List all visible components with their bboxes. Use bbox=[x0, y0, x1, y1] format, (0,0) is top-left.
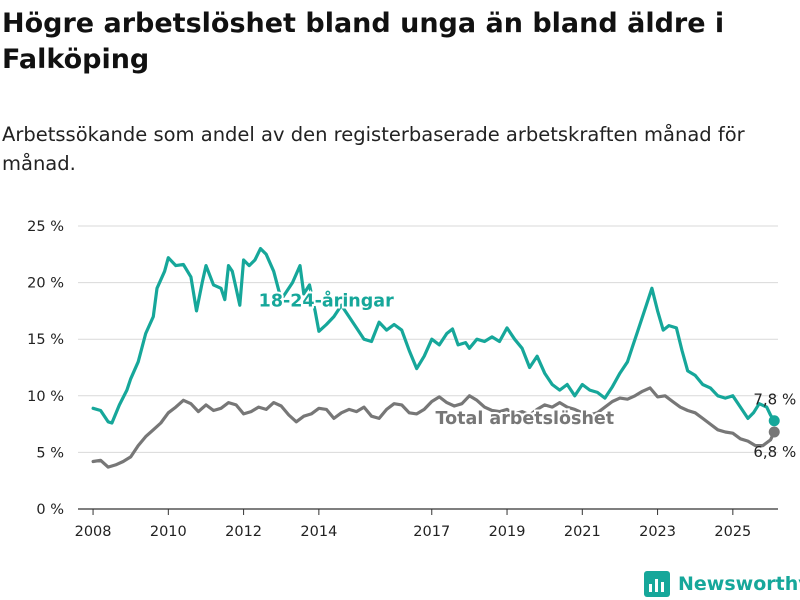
series-label-youth: 18-24-åringar bbox=[259, 289, 394, 311]
x-tick-label: 2008 bbox=[75, 524, 112, 540]
x-tick-label: 2010 bbox=[150, 524, 187, 540]
x-tick-label: 2019 bbox=[489, 524, 526, 540]
y-tick-label: 15 % bbox=[27, 332, 64, 348]
end-value-label-youth: 7,8 % bbox=[753, 391, 796, 409]
x-tick-label: 2021 bbox=[564, 524, 601, 540]
page-title: Högre arbetslöshet bland unga än bland ä… bbox=[2, 8, 725, 75]
y-tick-label: 20 % bbox=[27, 276, 64, 292]
chart-series bbox=[91, 247, 780, 469]
logo-text: Newsworthy bbox=[678, 573, 800, 595]
series-line-youth bbox=[91, 247, 776, 425]
end-point-youth bbox=[768, 415, 780, 427]
chart-labels: 18-24-åringar Total arbetslöshet 7,8 % 6,8 … bbox=[257, 287, 797, 461]
x-tick-label: 2023 bbox=[639, 524, 676, 540]
page-subtitle: Arbetssökande som andel av den registerb… bbox=[2, 123, 745, 175]
y-tick-label: 0 % bbox=[36, 502, 64, 518]
end-point-total bbox=[768, 426, 780, 438]
chart-axes: 0 % 5 % 10 % 15 % 20 % 25 % 2008 2010 2012 2014 20… bbox=[27, 219, 751, 540]
y-tick-label: 10 % bbox=[27, 389, 64, 405]
chart-grid bbox=[78, 225, 778, 510]
newsworthy-logo: Newsworthy bbox=[644, 570, 800, 598]
series-line-total bbox=[91, 386, 776, 469]
x-tick-label: 2017 bbox=[413, 524, 450, 540]
x-tick-label: 2025 bbox=[714, 524, 751, 540]
x-tick-label: 2012 bbox=[225, 524, 262, 540]
y-tick-label: 5 % bbox=[36, 445, 64, 461]
series-label-total: Total arbetslöshet bbox=[436, 409, 615, 429]
bar-chart-logo-icon bbox=[644, 571, 670, 597]
end-value-label-total: 6,8 % bbox=[753, 443, 796, 461]
y-tick-label: 25 % bbox=[27, 219, 64, 235]
x-tick-label: 2014 bbox=[300, 524, 337, 540]
